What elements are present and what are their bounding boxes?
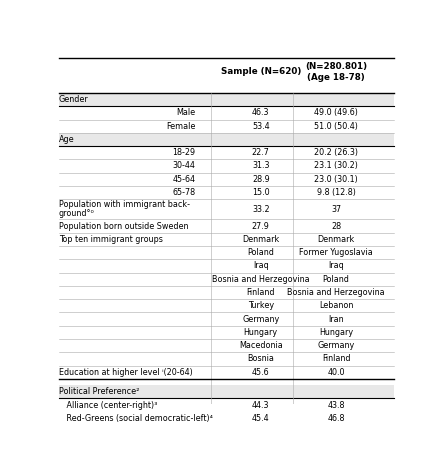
Text: 18-29: 18-29 [172, 148, 196, 157]
Text: 43.8: 43.8 [328, 400, 345, 410]
Text: ground°⁰: ground°⁰ [59, 209, 95, 218]
Text: Red-Greens (social democratic-left)⁴: Red-Greens (social democratic-left)⁴ [59, 414, 213, 423]
Bar [59, 233, 394, 246]
Text: 30-44: 30-44 [173, 162, 196, 171]
Bar [59, 352, 394, 365]
Bar [59, 412, 394, 425]
Text: Hungary: Hungary [244, 328, 278, 337]
Text: (N=280.801)
(Age 18-78): (N=280.801) (Age 18-78) [305, 62, 367, 82]
Text: Germany: Germany [317, 341, 355, 350]
Bar [59, 312, 394, 326]
Text: 40.0: 40.0 [328, 368, 345, 377]
Text: Gender: Gender [59, 95, 88, 104]
Bar [59, 199, 394, 219]
Text: 23.1 (30.2): 23.1 (30.2) [314, 162, 358, 171]
Text: Iraq: Iraq [253, 262, 269, 271]
Text: 22.7: 22.7 [252, 148, 270, 157]
Text: 33.2: 33.2 [252, 205, 270, 214]
Bar [59, 186, 394, 199]
Bar [59, 133, 394, 146]
Bar [59, 339, 394, 352]
Bar [59, 272, 394, 286]
Text: 65-78: 65-78 [172, 188, 196, 197]
Bar [59, 299, 394, 312]
Bar [59, 259, 394, 272]
Text: Turkey: Turkey [248, 301, 274, 311]
Text: Lebanon: Lebanon [319, 301, 353, 311]
Text: 31.3: 31.3 [252, 162, 270, 171]
Text: 27.9: 27.9 [252, 222, 270, 231]
Text: Top ten immigrant groups: Top ten immigrant groups [59, 235, 163, 244]
Text: 28.9: 28.9 [252, 175, 270, 184]
Text: 45-64: 45-64 [173, 175, 196, 184]
Text: Iran: Iran [328, 315, 344, 324]
Text: Iraq: Iraq [328, 262, 344, 271]
Text: Population born outside Sweden: Population born outside Sweden [59, 222, 188, 231]
Bar [59, 385, 394, 399]
Text: 9.8 (12.8): 9.8 (12.8) [317, 188, 355, 197]
Text: 23.0 (30.1): 23.0 (30.1) [314, 175, 358, 184]
Text: Population with immigrant back-: Population with immigrant back- [59, 200, 190, 209]
Bar [59, 93, 394, 106]
Text: Former Yugoslavia: Former Yugoslavia [299, 248, 373, 257]
Text: Hungary: Hungary [319, 328, 353, 337]
Text: Political Preference²: Political Preference² [59, 387, 139, 396]
Text: 46.8: 46.8 [328, 414, 345, 423]
Text: 45.4: 45.4 [252, 414, 270, 423]
Text: 53.4: 53.4 [252, 122, 270, 131]
Text: Germany: Germany [242, 315, 279, 324]
Bar [59, 399, 394, 412]
Bar [59, 365, 394, 379]
Text: Bosnia and Herzegovina: Bosnia and Herzegovina [287, 288, 385, 297]
Text: Age: Age [59, 135, 74, 144]
Text: Bosnia and Herzegovina: Bosnia and Herzegovina [212, 275, 309, 284]
Text: 20.2 (26.3): 20.2 (26.3) [314, 148, 358, 157]
Text: Bosnia: Bosnia [248, 355, 274, 364]
Text: 44.3: 44.3 [252, 400, 270, 410]
Text: 37: 37 [331, 205, 341, 214]
Text: Alliance (center-right)³: Alliance (center-right)³ [59, 400, 157, 410]
Bar [59, 286, 394, 299]
Bar [59, 173, 394, 186]
Text: 51.0 (50.4): 51.0 (50.4) [314, 122, 358, 131]
Bar [59, 119, 394, 133]
Text: Finland: Finland [247, 288, 275, 297]
Text: Sample (N=620): Sample (N=620) [221, 68, 301, 76]
Text: 28: 28 [331, 222, 341, 231]
Text: Poland: Poland [248, 248, 274, 257]
Bar [59, 219, 394, 233]
Bar [59, 146, 394, 159]
Bar [59, 106, 394, 119]
Text: Female: Female [166, 122, 196, 131]
Bar [59, 159, 394, 173]
Text: 49.0 (49.6): 49.0 (49.6) [314, 109, 358, 118]
Text: 45.6: 45.6 [252, 368, 270, 377]
Text: Finland: Finland [322, 355, 351, 364]
Text: Male: Male [176, 109, 196, 118]
Text: Macedonia: Macedonia [239, 341, 282, 350]
Text: Poland: Poland [323, 275, 350, 284]
Text: Denmark: Denmark [242, 235, 279, 244]
Text: Denmark: Denmark [317, 235, 355, 244]
Text: 46.3: 46.3 [252, 109, 270, 118]
Bar [59, 326, 394, 339]
Text: 15.0: 15.0 [252, 188, 270, 197]
Text: Education at higher level ⁱ(20-64): Education at higher level ⁱ(20-64) [59, 368, 192, 377]
Bar [59, 246, 394, 259]
